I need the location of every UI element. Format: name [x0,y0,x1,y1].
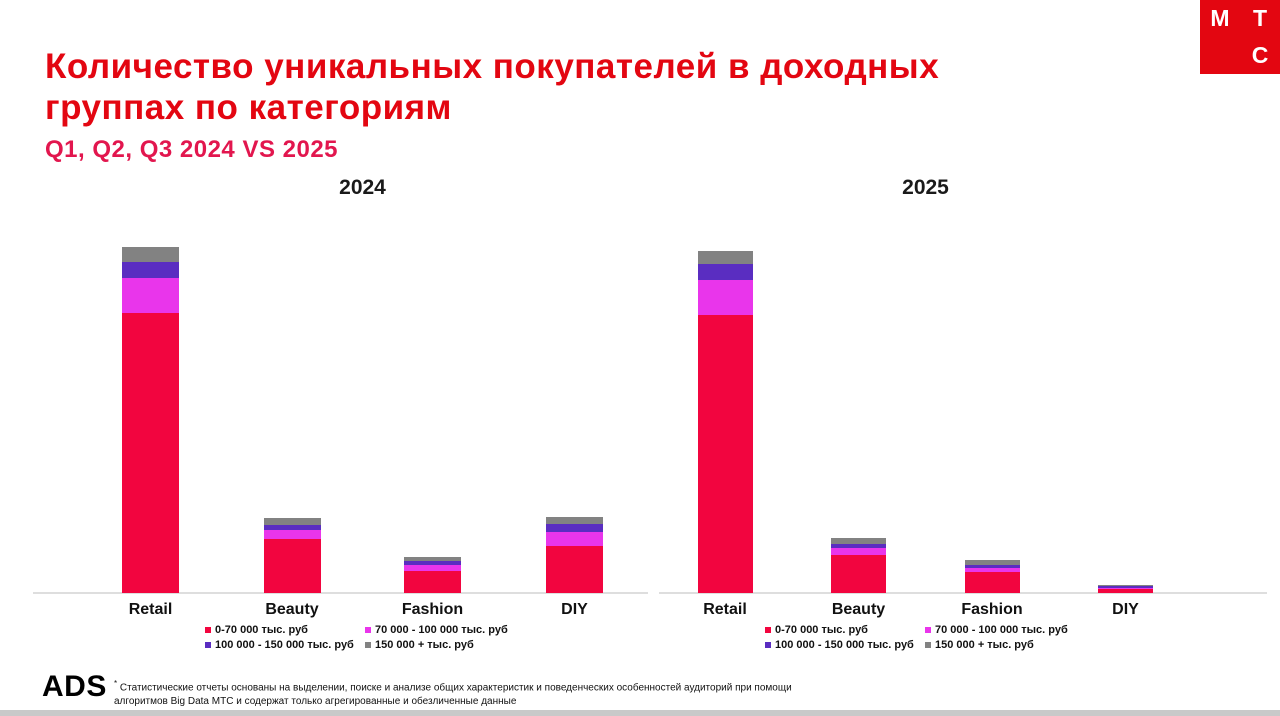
category-label-2025-retail: Retail [703,601,747,618]
page-subtitle: Q1, Q2, Q3 2024 VS 2025 [45,136,339,163]
chart-title-2024: 2024 [339,176,386,199]
bar-segment [831,548,886,555]
legend-item: 100 000 - 150 000 тыс. руб [205,639,365,651]
bar-segment [546,524,603,532]
category-label-2024-diy: DIY [561,601,588,618]
mts-logo-letter-s: С [1251,42,1269,68]
mts-logo-letter-m: М [1210,5,1230,31]
page-title-line2: группах по категориям [45,88,452,127]
legend-label: 0-70 000 тыс. руб [775,624,868,636]
legend-item: 70 000 - 100 000 тыс. руб [365,624,508,636]
bar-segment [122,262,179,278]
legend-swatch [205,642,211,648]
bar-2025-fashion [964,560,1020,593]
bar-segment [1098,585,1153,588]
legend-item: 0-70 000 тыс. руб [765,624,925,636]
bar-segment [831,544,886,548]
bar-segment [964,568,1020,572]
legend-item: 150 000 + тыс. руб [365,639,508,651]
legend-item: 0-70 000 тыс. руб [205,624,365,636]
category-label-2025-beauty: Beauty [831,601,886,618]
bar-segment [263,530,321,539]
bar-2025-diy [1098,585,1153,593]
bar-segment [964,560,1020,565]
category-label-2024-beauty: Beauty [265,601,319,618]
bar-segment [546,532,603,546]
bar-2024-fashion [404,557,461,593]
x-axis-2024 [33,592,648,594]
bar-segment [697,264,753,280]
legend-label: 70 000 - 100 000 тыс. руб [935,624,1068,636]
category-label-2025-fashion: Fashion [961,601,1023,618]
page-title-line1: Количество уникальных покупателей в дохо… [45,47,940,86]
mts-logo: М Т С [1200,0,1280,74]
bar-2024-retail [122,247,179,593]
bar-2025-retail [697,251,753,593]
legend-item: 100 000 - 150 000 тыс. руб [765,639,925,651]
bar-segment [831,538,886,544]
bar-segment [546,546,603,593]
legend-swatch [925,627,931,633]
bottom-strip [0,710,1280,716]
category-label-2024-retail: Retail [128,601,173,618]
legend-swatch [925,642,931,648]
legend-2024: 0-70 000 тыс. руб 70 000 - 100 000 тыс. р… [205,624,508,651]
x-axis-2025 [659,592,1267,594]
bar-2024-beauty [263,518,321,593]
legend-2025: 0-70 000 тыс. руб 70 000 - 100 000 тыс. р… [765,624,1068,651]
bar-segment [404,571,461,593]
bar-segment [263,518,321,525]
bar-segment [404,557,461,561]
bar-segment [964,572,1020,593]
legend-label: 70 000 - 100 000 тыс. руб [375,624,508,636]
legend-swatch [365,642,371,648]
legend-swatch [205,627,211,633]
bar-segment [697,315,753,593]
legend-swatch [365,627,371,633]
bar-segment [697,280,753,315]
bar-segment [831,555,886,593]
category-label-2025-diy: DIY [1112,601,1139,618]
bar-segment [1098,585,1153,586]
bar-segment [263,525,321,530]
disclaimer-line1: Статистические отчеты основаны на выделе… [119,682,792,694]
page-title: Количество уникальных покупателей в дохо… [45,46,939,128]
bar-segment [1098,587,1153,589]
legend-swatch [765,642,771,648]
bar-segment [404,561,461,565]
category-label-2024-fashion: Fashion [401,601,464,618]
bar-segment [964,565,1020,568]
bar-segment [404,565,461,571]
legend-label: 100 000 - 150 000 тыс. руб [775,639,914,651]
legend-item: 70 000 - 100 000 тыс. руб [925,624,1068,636]
disclaimer-line2: алгоритмов Big Data МТС и содержат тольк… [114,695,517,707]
bar-segment [122,313,179,593]
bar-segment [122,247,179,262]
footnote-marker: * [114,679,118,688]
bar-segment [263,539,321,593]
legend-item: 150 000 + тыс. руб [925,639,1068,651]
disclaimer-note: * Статистические отчеты основаны на выде… [114,677,792,708]
legend-label: 100 000 - 150 000 тыс. руб [215,639,354,651]
bar-segment [697,251,753,264]
legend-label: 0-70 000 тыс. руб [215,624,308,636]
legend-label: 150 000 + тыс. руб [375,639,474,651]
legend-label: 150 000 + тыс. руб [935,639,1034,651]
bar-2025-beauty [831,538,886,593]
bar-segment [122,278,179,313]
bar-segment [1098,589,1153,593]
bar-segment [546,517,603,524]
bar-2024-diy [546,517,603,593]
ads-brand: ADS [42,670,107,703]
mts-logo-letter-t: Т [1252,5,1268,31]
chart-title-2025: 2025 [902,176,949,199]
legend-swatch [765,627,771,633]
